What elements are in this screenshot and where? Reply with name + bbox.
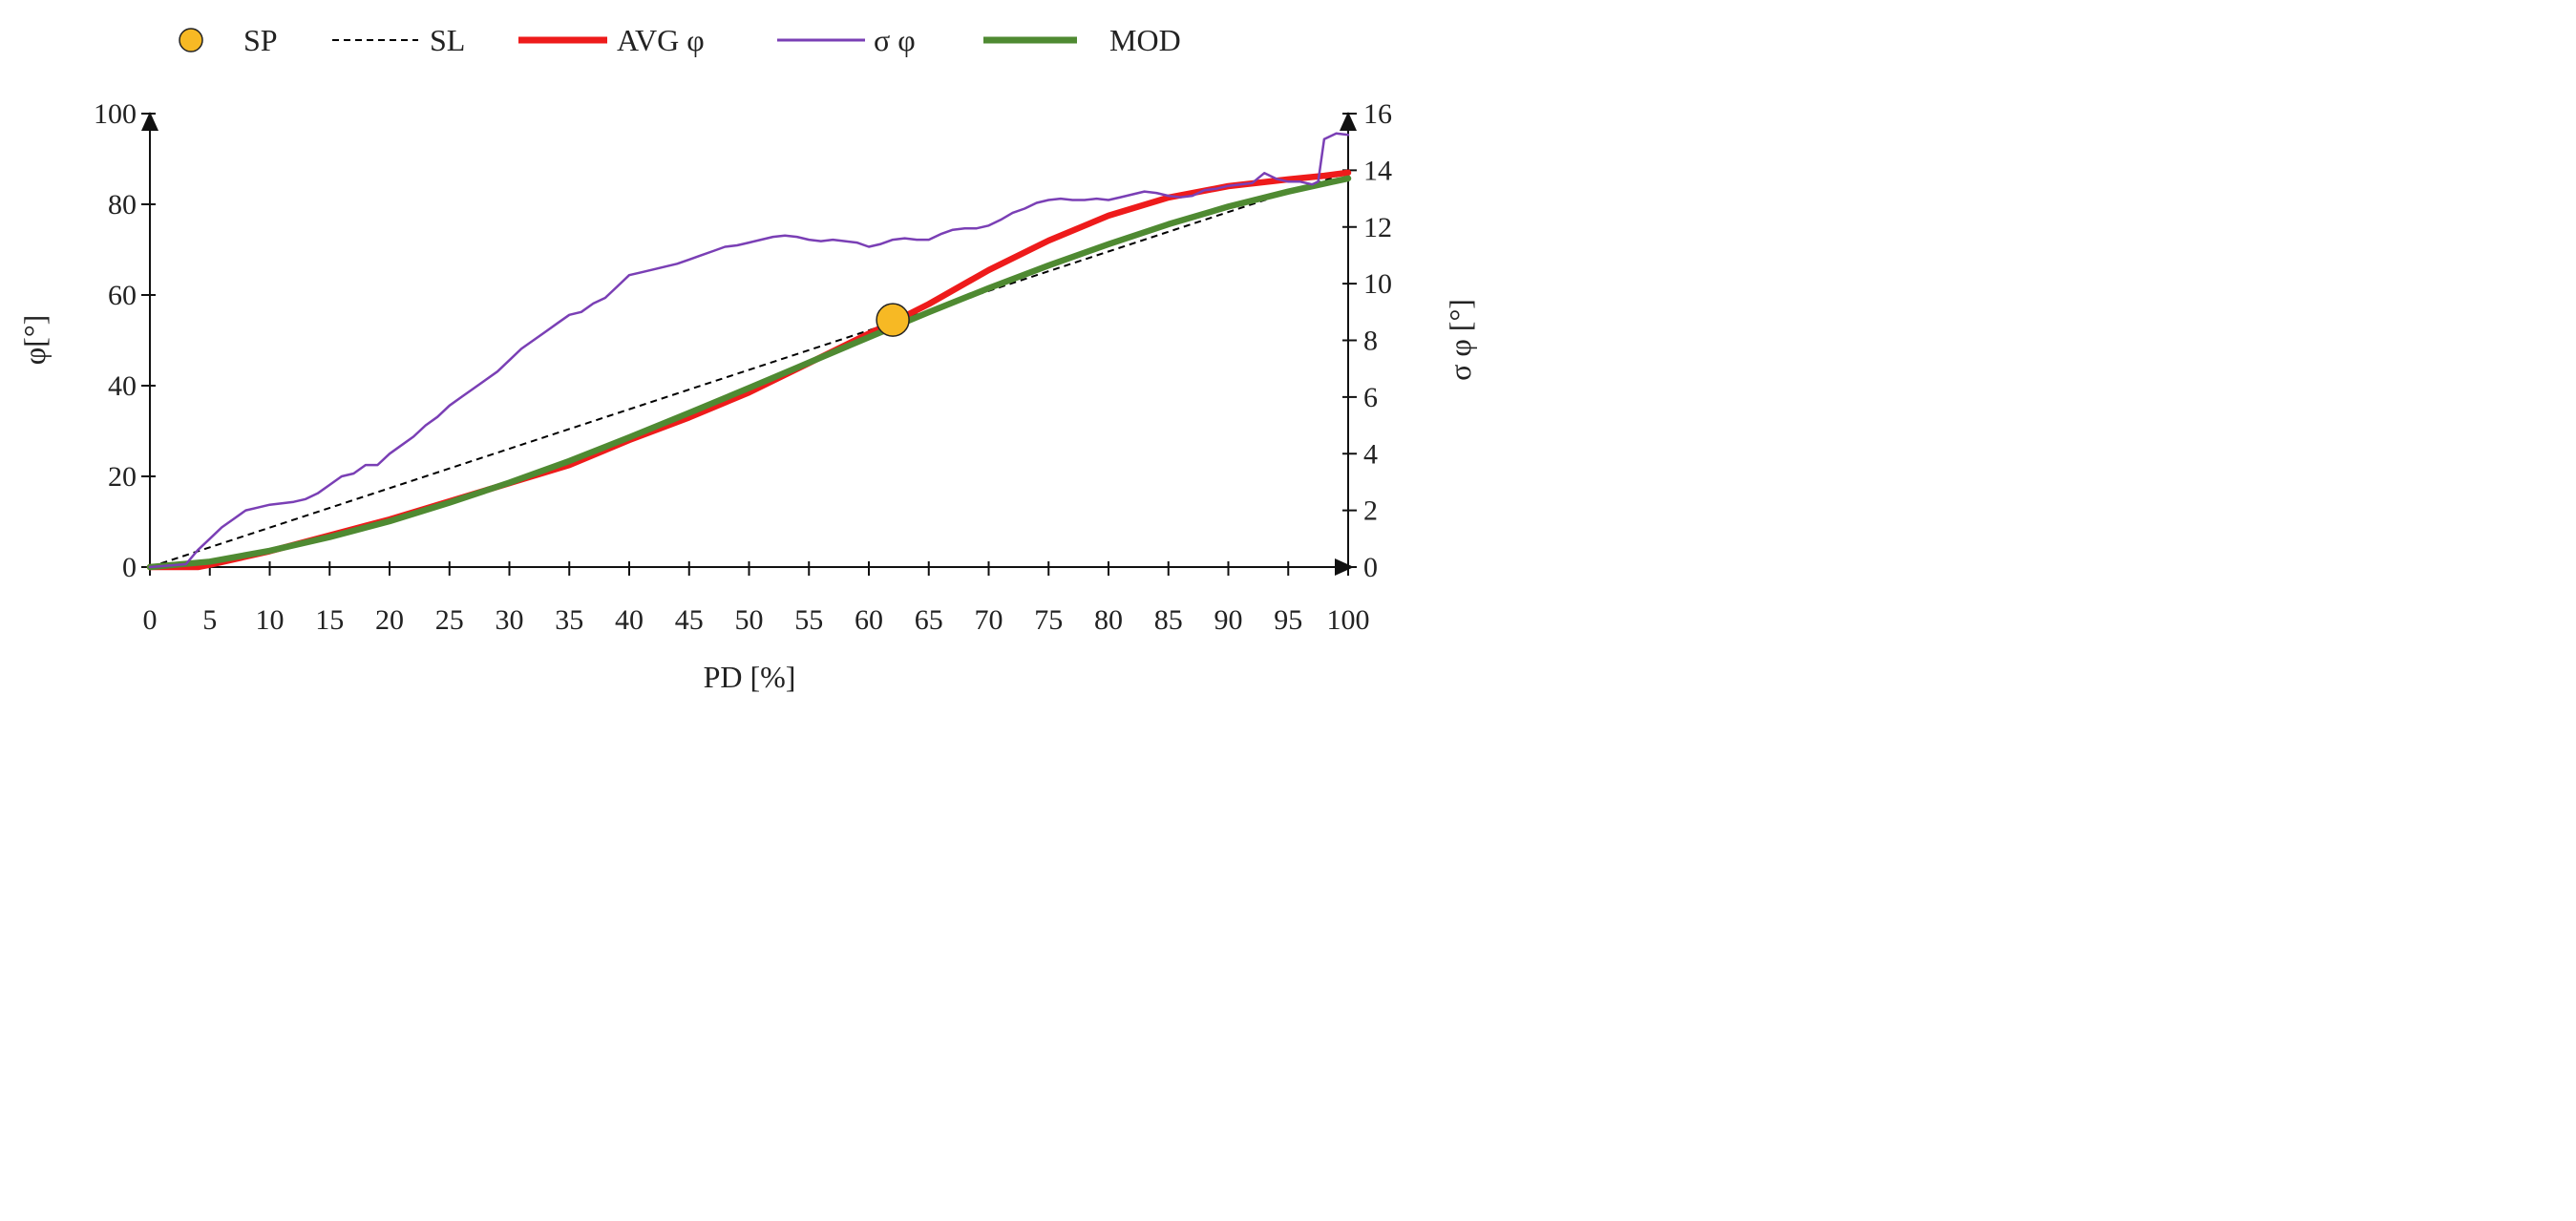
y2-tick-label: 16: [1363, 98, 1392, 130]
y-tick-label: 0: [122, 552, 137, 583]
series-line-sl: [149, 171, 1349, 568]
x-tick-label: 65: [915, 604, 943, 636]
y2-tick-label: 2: [1363, 495, 1378, 527]
legend-label-sp: SP: [243, 23, 278, 57]
y-tick-label: 80: [108, 189, 137, 221]
x-tick-label: 75: [1034, 604, 1063, 636]
y2-tick-label: 10: [1363, 268, 1392, 300]
legend-marker-sp: [179, 28, 203, 53]
y2-axis-title: σ φ [°]: [1443, 299, 1477, 381]
x-tick-label: 85: [1154, 604, 1183, 636]
series-layer: [146, 132, 1352, 571]
y2-axis-arrow: [1340, 112, 1357, 131]
legend-label-mod: MOD: [1109, 23, 1181, 57]
x-tick-label: 100: [1327, 604, 1370, 636]
legend-item-sigma: σ φ: [777, 23, 916, 57]
series-line-mod: [146, 175, 1352, 571]
x-tick-label: 90: [1214, 604, 1243, 636]
y2-tick-label: 14: [1363, 155, 1392, 186]
x-tick-label: 10: [256, 604, 285, 636]
x-tick-label: 5: [202, 604, 217, 636]
legend-item-mod: MOD: [983, 23, 1181, 57]
point-sp: [876, 303, 910, 337]
y2-tick-label: 6: [1363, 382, 1378, 413]
y-tick-label: 60: [108, 280, 137, 311]
y-tick-label: 100: [94, 98, 137, 130]
series-line-sigma: [148, 132, 1350, 569]
legend-label-avg: AVG φ: [617, 23, 705, 57]
x-tick-label: 45: [675, 604, 704, 636]
y-axis-title: φ[°]: [17, 315, 52, 366]
x-tick-label: 35: [555, 604, 583, 636]
x-tick-label: 95: [1274, 604, 1302, 636]
legend-item-sl: SL: [332, 23, 465, 57]
points-layer: [876, 303, 910, 337]
legend-label-sigma: σ φ: [874, 23, 916, 57]
y2-tick-label: 4: [1363, 438, 1378, 470]
y2-tick-label: 12: [1363, 212, 1392, 243]
x-tick-label: 80: [1094, 604, 1123, 636]
x-tick-label: 30: [496, 604, 524, 636]
x-tick-label: 50: [735, 604, 764, 636]
x-tick-label: 55: [794, 604, 823, 636]
chart: SP SL AVG φ σ φ MOD 0 5 10 15 20 25 30 35 40 45 50…: [17, 23, 1477, 694]
y-tick-label: 20: [108, 461, 137, 493]
legend-item-sp: SP: [179, 23, 278, 57]
x-tick-label: 70: [975, 604, 1003, 636]
y-tick-label: 40: [108, 370, 137, 402]
y2-tick-label: 0: [1363, 552, 1378, 583]
legend: SP SL AVG φ σ φ MOD: [179, 23, 1181, 57]
legend-item-avg: AVG φ: [518, 23, 705, 57]
x-tick-label: 15: [315, 604, 344, 636]
y2-tick-label: 8: [1363, 326, 1378, 357]
legend-label-sl: SL: [430, 23, 465, 57]
x-tick-label: 40: [615, 604, 644, 636]
x-tick-label: 60: [855, 604, 883, 636]
x-tick-label: 20: [375, 604, 404, 636]
x-tick-label: 25: [435, 604, 464, 636]
axes: 0 5 10 15 20 25 30 35 40 45 50 55 60 65 70 75 80 85 90 95 10…: [94, 98, 1392, 636]
x-tick-label: 0: [143, 604, 158, 636]
x-axis-title: PD [%]: [704, 660, 796, 694]
y-axis-arrow: [141, 112, 158, 131]
